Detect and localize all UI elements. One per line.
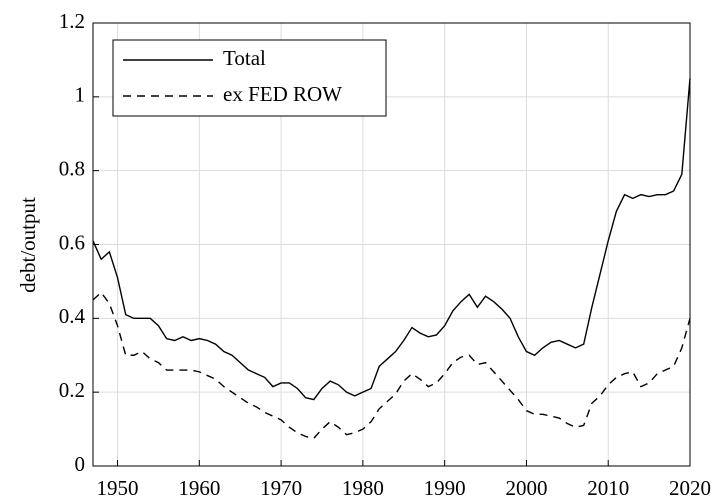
legend-label: Total (223, 46, 266, 70)
x-tick-label: 1980 (342, 476, 384, 500)
x-tick-label: 1970 (260, 476, 302, 500)
legend-box (112, 39, 387, 117)
y-axis-label: debt/output (16, 197, 40, 293)
plot-frame (92, 22, 691, 467)
x-tick-label: 2010 (587, 476, 629, 500)
x-tick-label: 2020 (669, 476, 711, 500)
x-tick-label: 2000 (505, 476, 547, 500)
y-tick-label: 0.4 (59, 304, 86, 328)
y-tick-label: 0.8 (59, 156, 85, 180)
y-tick-label: 0.2 (59, 378, 85, 402)
y-tick-label: 0 (75, 452, 86, 476)
x-tick-label: 1960 (178, 476, 220, 500)
x-tick-label: 1950 (97, 476, 139, 500)
y-tick-label: 1.2 (59, 9, 85, 33)
x-tick-label: 1990 (424, 476, 466, 500)
legend-label: ex FED ROW (223, 82, 342, 106)
y-tick-label: 0.6 (59, 230, 85, 254)
data-line (92, 78, 691, 401)
y-tick-label: 1 (75, 83, 86, 107)
data-line (92, 291, 691, 440)
